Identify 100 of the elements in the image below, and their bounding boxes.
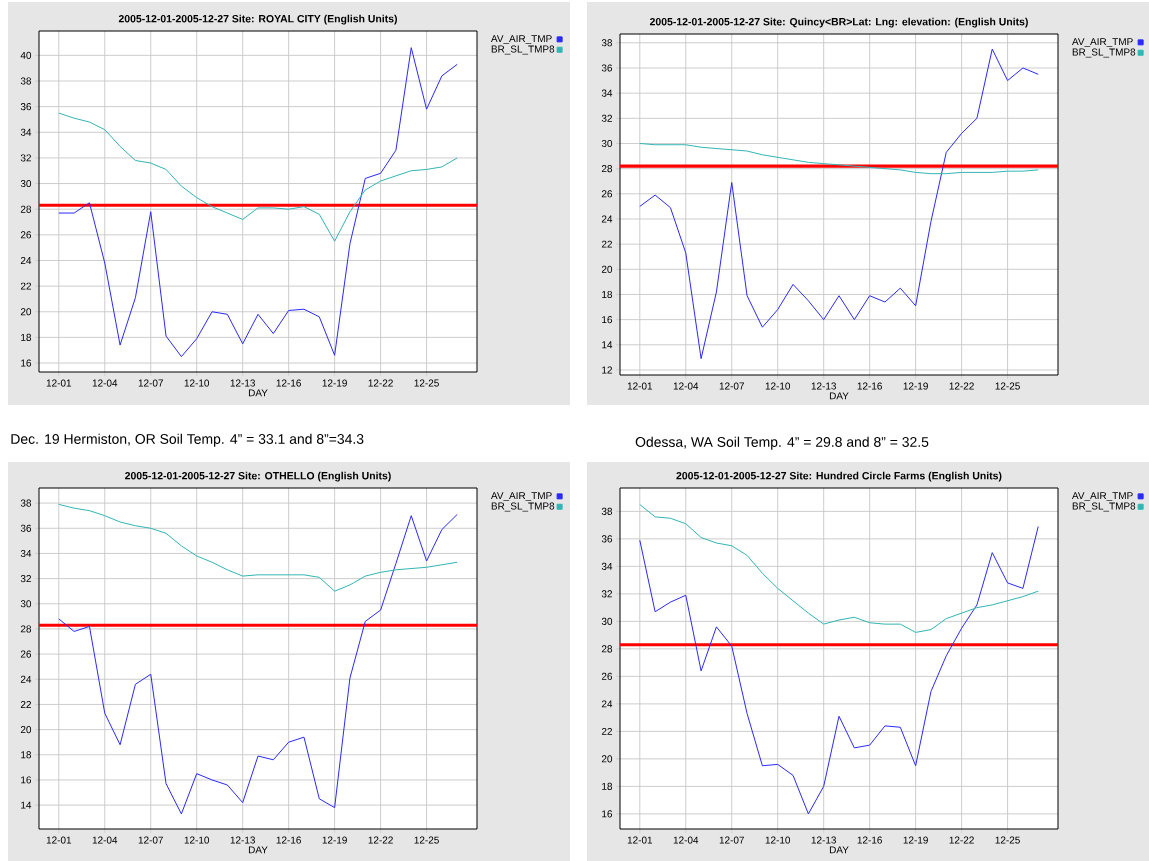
x-tick-label: 12-04	[673, 382, 699, 390]
x-tick-label: 12-01	[46, 379, 72, 387]
x-tick-label: 12-04	[92, 379, 118, 387]
legend-label: AV_AIR_TMP	[1071, 38, 1133, 48]
x-tick-label: 12-19	[322, 379, 347, 387]
x-tick-label: 12-22	[949, 382, 974, 390]
x-tick-label: 12-19	[903, 382, 928, 390]
x-tick-label: 12-01	[627, 836, 653, 844]
x-tick-label: 12-10	[765, 382, 791, 390]
y-tick-label: 26	[20, 231, 32, 239]
x-tick-label: 12-13	[230, 836, 255, 844]
y-tick-label: 24	[20, 257, 32, 264]
x-tick-label: 12-22	[368, 836, 393, 844]
chart-title: 2005-12-01-2005-12-27 Site: Quincy<BR>Lat: Lng: elevation: (English Units)	[649, 17, 1028, 28]
x-tick-label: 12-07	[719, 382, 744, 390]
x-tick-label: 12-16	[857, 382, 882, 390]
y-tick-label: 38	[20, 77, 32, 85]
line-series	[58, 513, 458, 815]
y-tick-label: 34	[20, 549, 32, 557]
x-tick-label: 12-13	[230, 379, 255, 387]
legend-label: AV_AIR_TMP	[490, 492, 552, 502]
y-tick-label: 32	[20, 575, 31, 583]
y-tick-label: 16	[21, 776, 32, 784]
y-tick-label: 24	[601, 215, 613, 223]
y-tick-label: 26	[601, 190, 613, 198]
x-tick-label: 12-01	[46, 836, 72, 844]
x-tick-label: 12-22	[368, 379, 393, 387]
legend-label: BR_SL_TMP8	[491, 45, 555, 55]
line-series	[639, 526, 1039, 815]
y-tick-label: 32	[20, 154, 31, 162]
y-tick-label: 22	[601, 240, 612, 248]
x-tick-label: 12-07	[719, 836, 744, 844]
y-tick-label: 16	[21, 359, 32, 367]
y-tick-label: 34	[20, 128, 32, 136]
line-series	[58, 47, 458, 358]
x-tick-label: 12-25	[995, 836, 1020, 844]
legend-label: BR_SL_TMP8	[1072, 48, 1136, 58]
chart-title: 2005-12-01-2005-12-27 Site: Hundred Circle Farms (English Units)	[676, 471, 1002, 482]
x-axis-title: DAY	[248, 389, 268, 397]
y-tick-label: 14	[21, 801, 32, 809]
y-tick-label: 36	[20, 524, 32, 532]
y-tick-label: 28	[20, 205, 32, 213]
x-tick-label: 12-25	[414, 836, 439, 844]
y-tick-label: 38	[601, 507, 613, 515]
y-tick-label: 36	[20, 103, 32, 111]
y-tick-label: 34	[601, 89, 613, 97]
y-tick-label: 24	[601, 700, 613, 708]
y-tick-label: 38	[20, 499, 32, 507]
legend-label: AV_AIR_TMP	[1071, 492, 1133, 502]
y-tick-label: 20	[20, 726, 32, 734]
y-tick-label: 24	[20, 675, 32, 683]
y-tick-label: 22	[601, 727, 612, 735]
y-tick-label: 18	[21, 751, 32, 759]
x-tick-label: 12-19	[322, 836, 347, 844]
text: Odessa, WA Soil Temp. 4” = 29.8 and 8” = 32.5	[635, 436, 929, 450]
legend-label: BR_SL_TMP8	[1072, 502, 1136, 512]
y-tick-label: 36	[601, 535, 613, 543]
x-tick-label: 12-19	[903, 836, 928, 844]
x-tick-label: 12-07	[138, 379, 163, 387]
x-tick-label: 12-16	[857, 836, 882, 844]
legend-label: BR_SL_TMP8	[491, 502, 555, 512]
y-tick-label: 34	[601, 562, 613, 570]
y-tick-label: 18	[602, 782, 613, 790]
y-tick-label: 14	[602, 341, 613, 349]
y-tick-label: 20	[20, 308, 32, 316]
y-tick-label: 18	[21, 333, 32, 341]
y-tick-label: 28	[601, 165, 613, 173]
y-tick-label: 16	[602, 810, 613, 818]
y-tick-label: 12	[602, 366, 612, 374]
x-tick-label: 12-04	[92, 836, 118, 844]
chart-title: 2005-12-01-2005-12-27 Site: ROYAL CITY (English Units)	[118, 14, 397, 25]
x-tick-label: 12-04	[673, 836, 699, 844]
x-tick-label: 12-16	[276, 379, 301, 387]
y-tick-label: 30	[601, 617, 613, 625]
y-tick-label: 38	[601, 39, 613, 47]
y-tick-label: 32	[601, 590, 612, 598]
y-tick-label: 26	[20, 650, 32, 658]
line-series	[639, 48, 1039, 360]
y-tick-label: 28	[20, 625, 32, 633]
y-tick-label: 22	[20, 700, 31, 708]
y-tick-label: 30	[601, 139, 613, 147]
y-tick-label: 20	[601, 265, 613, 273]
x-tick-label: 12-16	[276, 836, 301, 844]
x-tick-label: 12-07	[138, 836, 163, 844]
y-tick-label: 28	[601, 645, 613, 653]
legend-label: AV_AIR_TMP	[490, 35, 552, 45]
y-tick-label: 18	[602, 290, 613, 298]
x-tick-label: 12-13	[811, 836, 836, 844]
y-tick-label: 30	[20, 600, 32, 608]
x-axis-title: DAY	[248, 846, 268, 854]
y-tick-label: 20	[601, 755, 613, 763]
y-tick-label: 32	[601, 114, 612, 122]
x-axis-title: DAY	[829, 392, 849, 400]
y-tick-label: 22	[20, 282, 31, 290]
chart-title: 2005-12-01-2005-12-27 Site: OTHELLO (English Units)	[125, 471, 391, 482]
x-tick-label: 12-01	[627, 382, 653, 390]
y-tick-label: 36	[601, 64, 613, 72]
y-tick-label: 40	[20, 51, 32, 59]
y-tick-label: 26	[601, 672, 613, 680]
x-tick-label: 12-10	[184, 379, 210, 387]
